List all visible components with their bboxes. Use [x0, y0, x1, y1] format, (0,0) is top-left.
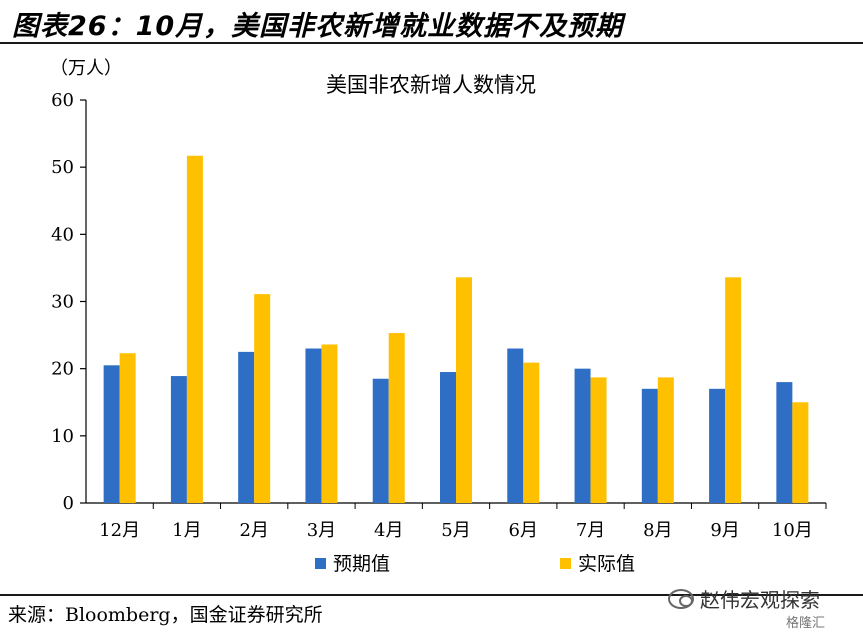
x-tick-label: 10月	[772, 520, 813, 541]
bar-expected	[776, 382, 793, 503]
legend-swatch	[560, 558, 571, 569]
bar-actual	[119, 353, 136, 503]
bar-expected	[440, 372, 456, 503]
chart-title: 美国非农新增人数情况	[326, 73, 536, 97]
y-tick-label: 0	[63, 493, 74, 514]
bar-actual	[657, 377, 674, 503]
bar-actual	[725, 277, 742, 503]
y-tick-label: 40	[51, 224, 74, 245]
y-tick-label: 10	[51, 426, 74, 447]
x-tick-label: 7月	[576, 520, 605, 541]
x-tick-label: 9月	[710, 520, 739, 541]
wechat-icon	[668, 588, 694, 609]
x-tick-label: 1月	[172, 520, 201, 541]
bar-expected	[372, 378, 389, 503]
figure-title: 图表26：10月，美国非农新增就业数据不及预期	[12, 11, 624, 42]
bar-actual	[590, 377, 607, 503]
x-tick-label: 12月	[99, 520, 140, 541]
y-tick-label: 60	[51, 90, 74, 111]
source-note: 来源：Bloomberg，国金证券研究所	[8, 604, 323, 626]
x-tick-label: 5月	[441, 520, 470, 541]
bar-expected	[709, 388, 726, 503]
bar-actual	[792, 402, 809, 503]
bar-expected	[507, 348, 524, 503]
bar-chart: 美国非农新增人数情况 （万人） 0 10 20 30 40 50 60 12月 1月 2月 3月 4月 5月…	[50, 58, 827, 575]
x-tick-label: 3月	[307, 520, 336, 541]
bar-expected	[641, 388, 658, 503]
y-tick-label: 30	[51, 292, 74, 313]
x-tick-label: 6月	[509, 520, 538, 541]
watermark: 赵伟宏观探索	[668, 584, 820, 613]
bar-expected	[305, 348, 322, 503]
bar-actual	[456, 277, 472, 503]
header-bar: 图表26：10月，美国非农新增就业数据不及预期	[0, 0, 863, 44]
bar-actual	[186, 155, 203, 503]
bar-actual	[321, 344, 338, 503]
legend-label: 预期值	[333, 553, 390, 575]
footer-divider	[0, 594, 863, 596]
bar-actual	[523, 362, 540, 503]
bar-expected	[170, 376, 187, 503]
bar-actual	[254, 294, 271, 503]
legend-label: 实际值	[578, 553, 635, 575]
x-tick-label: 4月	[374, 520, 403, 541]
bar-expected	[238, 351, 255, 503]
bar-expected	[103, 365, 120, 503]
y-unit-label: （万人）	[50, 58, 122, 79]
x-tick-label: 2月	[239, 520, 268, 541]
watermark-sub: 格隆汇	[786, 616, 826, 631]
legend-swatch	[315, 558, 326, 569]
bar-expected	[574, 368, 591, 503]
bar-actual	[388, 333, 405, 503]
y-tick-label: 50	[51, 157, 74, 178]
x-tick-label: 8月	[643, 520, 672, 541]
y-tick-label: 20	[51, 359, 74, 380]
watermark-text: 赵伟宏观探索	[700, 588, 820, 612]
